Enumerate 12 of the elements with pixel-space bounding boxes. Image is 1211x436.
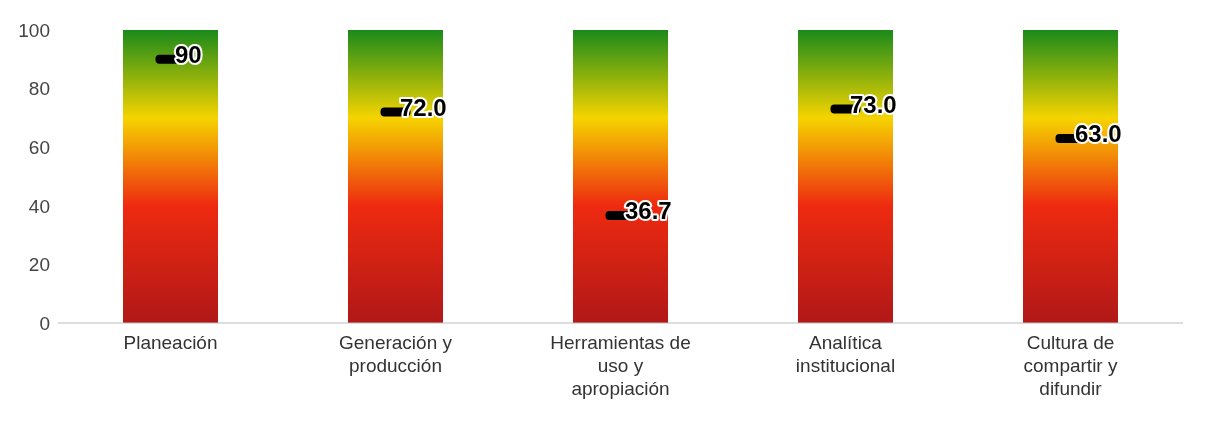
y-tick-label: 60 — [28, 136, 50, 158]
x-tick-label: Generación y producción — [338, 332, 453, 376]
y-tick-label: 0 — [39, 312, 50, 334]
y-tick-label: 100 — [18, 19, 50, 41]
x-tick-label: Cultura de compartir y difundir — [1023, 332, 1118, 399]
x-tick-label: Analítica institucional — [795, 332, 896, 376]
x-tick-label: Planeación — [123, 332, 218, 353]
y-tick-label: 20 — [28, 254, 50, 276]
y-tick-label: 80 — [28, 78, 50, 100]
x-tick-label: Herramientas de uso y apropiación — [550, 332, 691, 399]
data-label: 90 — [175, 40, 202, 68]
y-tick-label: 40 — [28, 195, 50, 217]
